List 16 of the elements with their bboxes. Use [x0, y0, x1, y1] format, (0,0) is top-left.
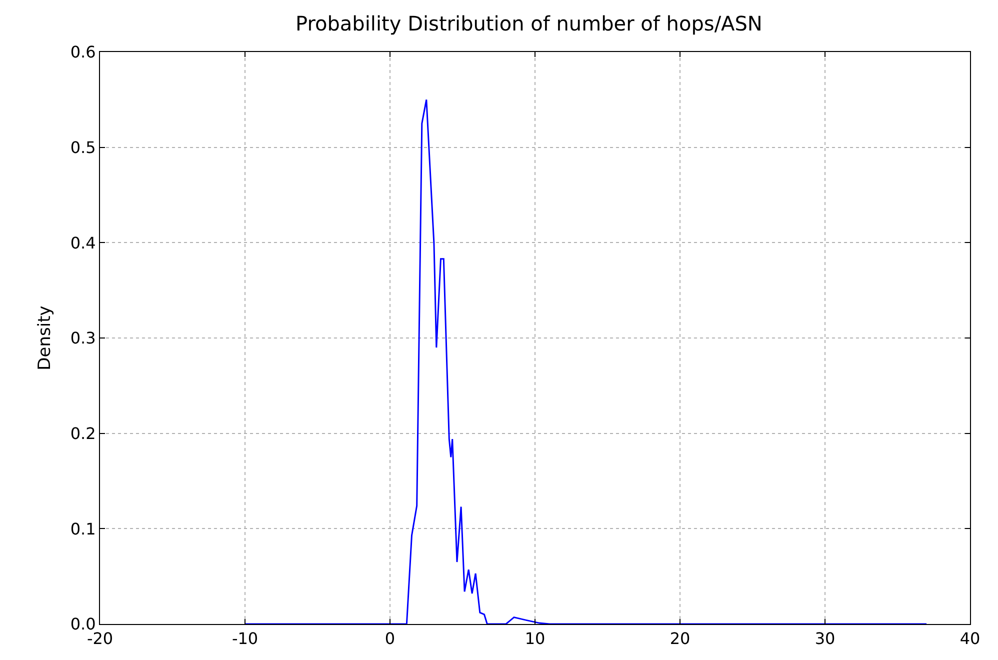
y-tick-label: 0.4	[70, 233, 96, 252]
y-tick-label: 0.5	[70, 138, 96, 157]
y-tick-label: 0.6	[70, 42, 96, 62]
line-series	[244, 98, 928, 624]
x-tick-label: 0	[384, 629, 396, 648]
y-axis-title: Density	[34, 306, 55, 370]
y-tick-label: 0.3	[70, 328, 96, 348]
x-tick-label: 10	[524, 629, 546, 648]
x-tick-label: 20	[670, 629, 690, 648]
chart-title: Probability Distribution of number of hops/ASN	[295, 12, 762, 36]
y-tick-label: 0.1	[70, 519, 96, 538]
x-tick-label: -20	[86, 629, 114, 648]
y-tick-label: 0.2	[70, 424, 96, 443]
x-tick-label: 30	[814, 629, 836, 648]
x-tick-label: -10	[232, 629, 258, 648]
x-tick-label: 40	[960, 629, 980, 648]
